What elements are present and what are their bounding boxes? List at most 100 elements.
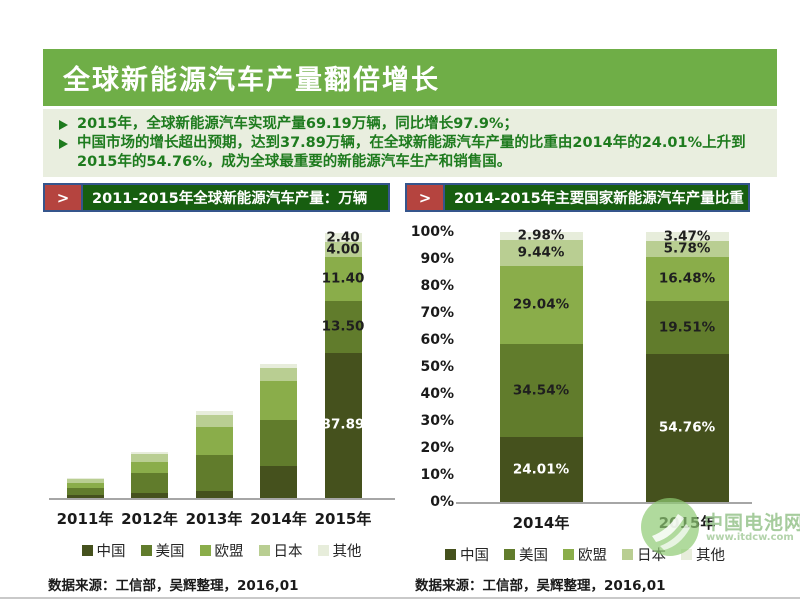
x-axis-line (49, 498, 395, 500)
x-axis-category-label: 2012年 (121, 510, 178, 528)
data-label-其他: 2.40 (326, 229, 360, 246)
data-label-欧盟: 29.04% (512, 296, 570, 313)
legend-item-其他: 其他 (317, 540, 362, 561)
left-chart-titlebar: > 2011-2015年全球新能源汽车产量：万辆 (43, 183, 390, 212)
x-axis-category-label: 2015年 (658, 514, 716, 532)
summary-box: 2015年，全球新能源汽车实现产量69.19万辆，同比增长97.9%； 中国市场… (43, 109, 777, 177)
y-axis-tick-label: 50% (420, 359, 454, 375)
left-chart-canvas: 数据来源：工信部，吴辉整理，2016,01 2011年 2012年 2013年 201… (43, 222, 400, 594)
bar-segment-欧盟 (645, 256, 729, 302)
bar-segment-美国 (260, 419, 297, 466)
y-axis-tick-label: 0% (430, 494, 454, 510)
data-label-美国: 13.50 (321, 318, 365, 335)
legend-item-美国: 美国 (504, 544, 548, 565)
bullet-text-1: 2015年，全球新能源汽车实现产量69.19万辆，同比增长97.9%； (77, 116, 519, 132)
bullet-item-1: 2015年，全球新能源汽车实现产量69.19万辆，同比增长97.9%； (57, 115, 767, 134)
legend-item-其他: 其他 (681, 544, 725, 565)
legend-label: 其他 (696, 548, 725, 564)
legend-item-中国: 中国 (81, 540, 126, 561)
bar-segment-其他 (499, 231, 583, 240)
bar-segment-日本 (324, 242, 362, 258)
legend-label: 欧盟 (214, 544, 244, 560)
bar-segment-其他 (66, 477, 104, 480)
data-label-日本: 9.44% (517, 244, 565, 261)
legend-label: 中国 (96, 544, 126, 560)
bar-segment-中国 (66, 494, 104, 498)
bar-segment-美国 (66, 487, 104, 495)
legend-label: 中国 (460, 548, 489, 564)
legend-swatch-icon (258, 545, 270, 556)
legend-swatch-icon (622, 549, 633, 560)
y-axis-tick-label: 90% (420, 251, 454, 267)
bar-segment-美国 (131, 473, 168, 494)
chart-legend: 中国 美国 欧盟 日本 其他 (410, 544, 760, 565)
left-source-note: 数据来源：工信部，吴辉整理，2016,01 (48, 578, 299, 594)
legend-swatch-icon (681, 549, 692, 560)
y-axis-tick-label: 70% (420, 305, 454, 321)
legend-swatch-icon (317, 545, 329, 556)
bar-segment-其他 (260, 364, 297, 369)
x-axis-category-label: 2014年 (250, 510, 307, 528)
data-label-其他: 2.98% (517, 227, 565, 244)
legend-swatch-icon (199, 545, 211, 556)
x-axis-line (456, 502, 752, 504)
y-axis-tick-label: 100% (410, 224, 454, 240)
data-label-欧盟: 16.48% (658, 270, 716, 287)
legend-item-美国: 美国 (140, 540, 185, 561)
right-source-note: 数据来源：工信部，吴辉整理，2016,01 (415, 578, 666, 594)
left-chart-title: 2011-2015年全球新能源汽车产量：万辆 (92, 191, 368, 207)
data-label-中国: 54.76% (658, 419, 716, 436)
legend-swatch-icon (504, 549, 515, 560)
legend-label: 美国 (519, 548, 548, 564)
legend-item-中国: 中国 (445, 544, 489, 565)
bar-segment-欧盟 (499, 265, 583, 344)
y-axis-tick-label: 80% (420, 278, 454, 294)
bar-segment-欧盟 (131, 461, 168, 474)
right-chart-title: 2014-2015年主要国家新能源汽车产量比重 (454, 191, 744, 207)
bar-segment-中国 (131, 493, 168, 498)
bullet-item-2: 中国市场的增长超出预期，达到37.89万辆，在全球新能源汽车产量的比重由2014… (57, 134, 767, 172)
bar-segment-欧盟 (195, 427, 233, 456)
x-axis-category-label: 2013年 (185, 510, 243, 528)
bar-segment-其他 (645, 232, 729, 242)
y-axis-tick-label: 30% (420, 413, 454, 429)
y-axis-tick-label: 40% (420, 386, 454, 402)
bar-segment-美国 (324, 301, 362, 353)
legend-label: 美国 (155, 544, 185, 560)
legend-swatch-icon (445, 549, 456, 560)
x-axis-category-label: 2014年 (512, 514, 570, 532)
bar-segment-日本 (195, 414, 233, 428)
data-label-美国: 34.54% (512, 382, 570, 399)
chevron-badge-icon: > (45, 185, 83, 210)
bar-segment-中国 (195, 491, 233, 498)
bar-segment-其他 (324, 232, 362, 243)
slide-header: 全球新能源汽车产量翻倍增长 (43, 49, 777, 106)
legend-swatch-icon (81, 545, 93, 556)
legend-label: 欧盟 (578, 548, 607, 564)
right-chart-titlebar: > 2014-2015年主要国家新能源汽车产量比重 (405, 183, 750, 212)
bar-segment-日本 (66, 479, 104, 484)
x-axis-category-label: 2015年 (314, 510, 372, 528)
data-label-中国: 24.01% (512, 461, 570, 478)
legend-item-欧盟: 欧盟 (199, 540, 244, 561)
data-label-欧盟: 11.40 (321, 270, 365, 287)
legend-swatch-icon (140, 545, 152, 556)
bullet-arrow-icon (59, 139, 68, 149)
bar-segment-其他 (131, 452, 168, 454)
bar-segment-美国 (499, 343, 583, 438)
legend-swatch-icon (563, 549, 574, 560)
data-label-日本: 4.00 (326, 241, 360, 258)
bar-segment-日本 (499, 240, 583, 266)
window-bottom-edge (0, 597, 800, 599)
data-label-中国: 37.89 (321, 416, 365, 433)
y-axis-tick-label: 60% (420, 332, 454, 348)
bar-segment-中国 (645, 354, 729, 502)
bullet-text-2: 中国市场的增长超出预期，达到37.89万辆，在全球新能源汽车产量的比重由2014… (77, 135, 746, 170)
legend-item-欧盟: 欧盟 (563, 544, 607, 565)
x-axis-category-label: 2011年 (56, 510, 114, 528)
bar-segment-欧盟 (66, 483, 104, 488)
chevron-badge-icon: > (407, 185, 445, 210)
bar-segment-欧盟 (324, 257, 362, 302)
y-axis-tick-label: 10% (420, 467, 454, 483)
bar-segment-美国 (645, 301, 729, 355)
